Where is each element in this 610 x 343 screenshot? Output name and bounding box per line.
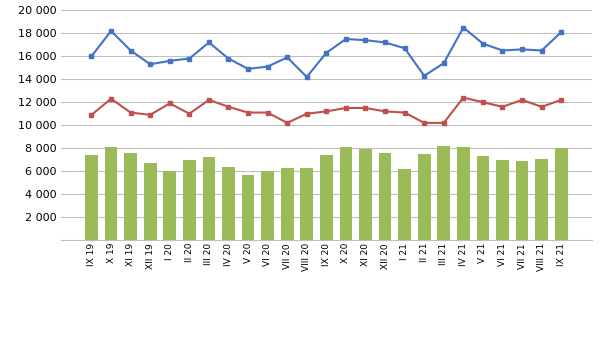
Import [420,121,428,125]
Bar [300,168,313,240]
Eksport [303,75,310,79]
Eksport [518,47,526,51]
Import [342,106,350,110]
Bar [340,147,353,240]
Bar [398,169,411,240]
Import [479,100,487,104]
Eksport [146,62,154,66]
Bar [144,163,157,240]
Eksport [460,25,467,29]
Import [166,101,173,105]
Eksport [205,40,212,45]
Import [127,110,134,115]
Line: Import: Import [89,95,564,125]
Bar [203,157,215,240]
Bar [536,158,548,240]
Bar [242,175,254,240]
Eksport [185,57,193,61]
Import [440,121,448,125]
Import [558,98,565,102]
Eksport [166,59,173,63]
Bar [105,147,117,240]
Bar [476,156,489,240]
Eksport [88,54,95,58]
Eksport [323,51,330,55]
Import [303,112,310,116]
Import [518,98,526,102]
Import [205,98,212,102]
Bar [457,147,470,240]
Eksport [362,38,369,42]
Import [401,110,408,115]
Bar [320,155,332,240]
Import [264,110,271,115]
Eksport [107,29,115,33]
Import [245,110,252,115]
Bar [261,171,274,240]
Bar [437,146,450,240]
Import [146,113,154,117]
Eksport [499,48,506,52]
Import [284,121,291,125]
Bar [496,159,509,240]
Eksport [381,40,389,45]
Import [225,105,232,109]
Bar [555,148,567,240]
Import [185,112,193,116]
Bar [124,153,137,240]
Eksport [538,48,545,52]
Eksport [225,57,232,61]
Bar [183,159,196,240]
Bar [359,149,372,240]
Eksport [479,42,487,46]
Import [323,109,330,114]
Eksport [127,48,134,52]
Eksport [420,74,428,78]
Bar [163,171,176,240]
Import [381,109,389,114]
Import [107,97,115,101]
Eksport [401,46,408,50]
Import [460,96,467,100]
Bar [379,153,392,240]
Import [538,105,545,109]
Import [362,106,369,110]
Bar [281,168,293,240]
Eksport [440,61,448,65]
Eksport [264,64,271,69]
Line: Eksport: Eksport [89,25,564,79]
Eksport [342,37,350,41]
Bar [515,161,528,240]
Eksport [558,30,565,34]
Eksport [284,55,291,59]
Bar [418,154,431,240]
Import [88,113,95,117]
Import [499,105,506,109]
Bar [222,167,235,240]
Eksport [245,67,252,71]
Bar [85,155,98,240]
